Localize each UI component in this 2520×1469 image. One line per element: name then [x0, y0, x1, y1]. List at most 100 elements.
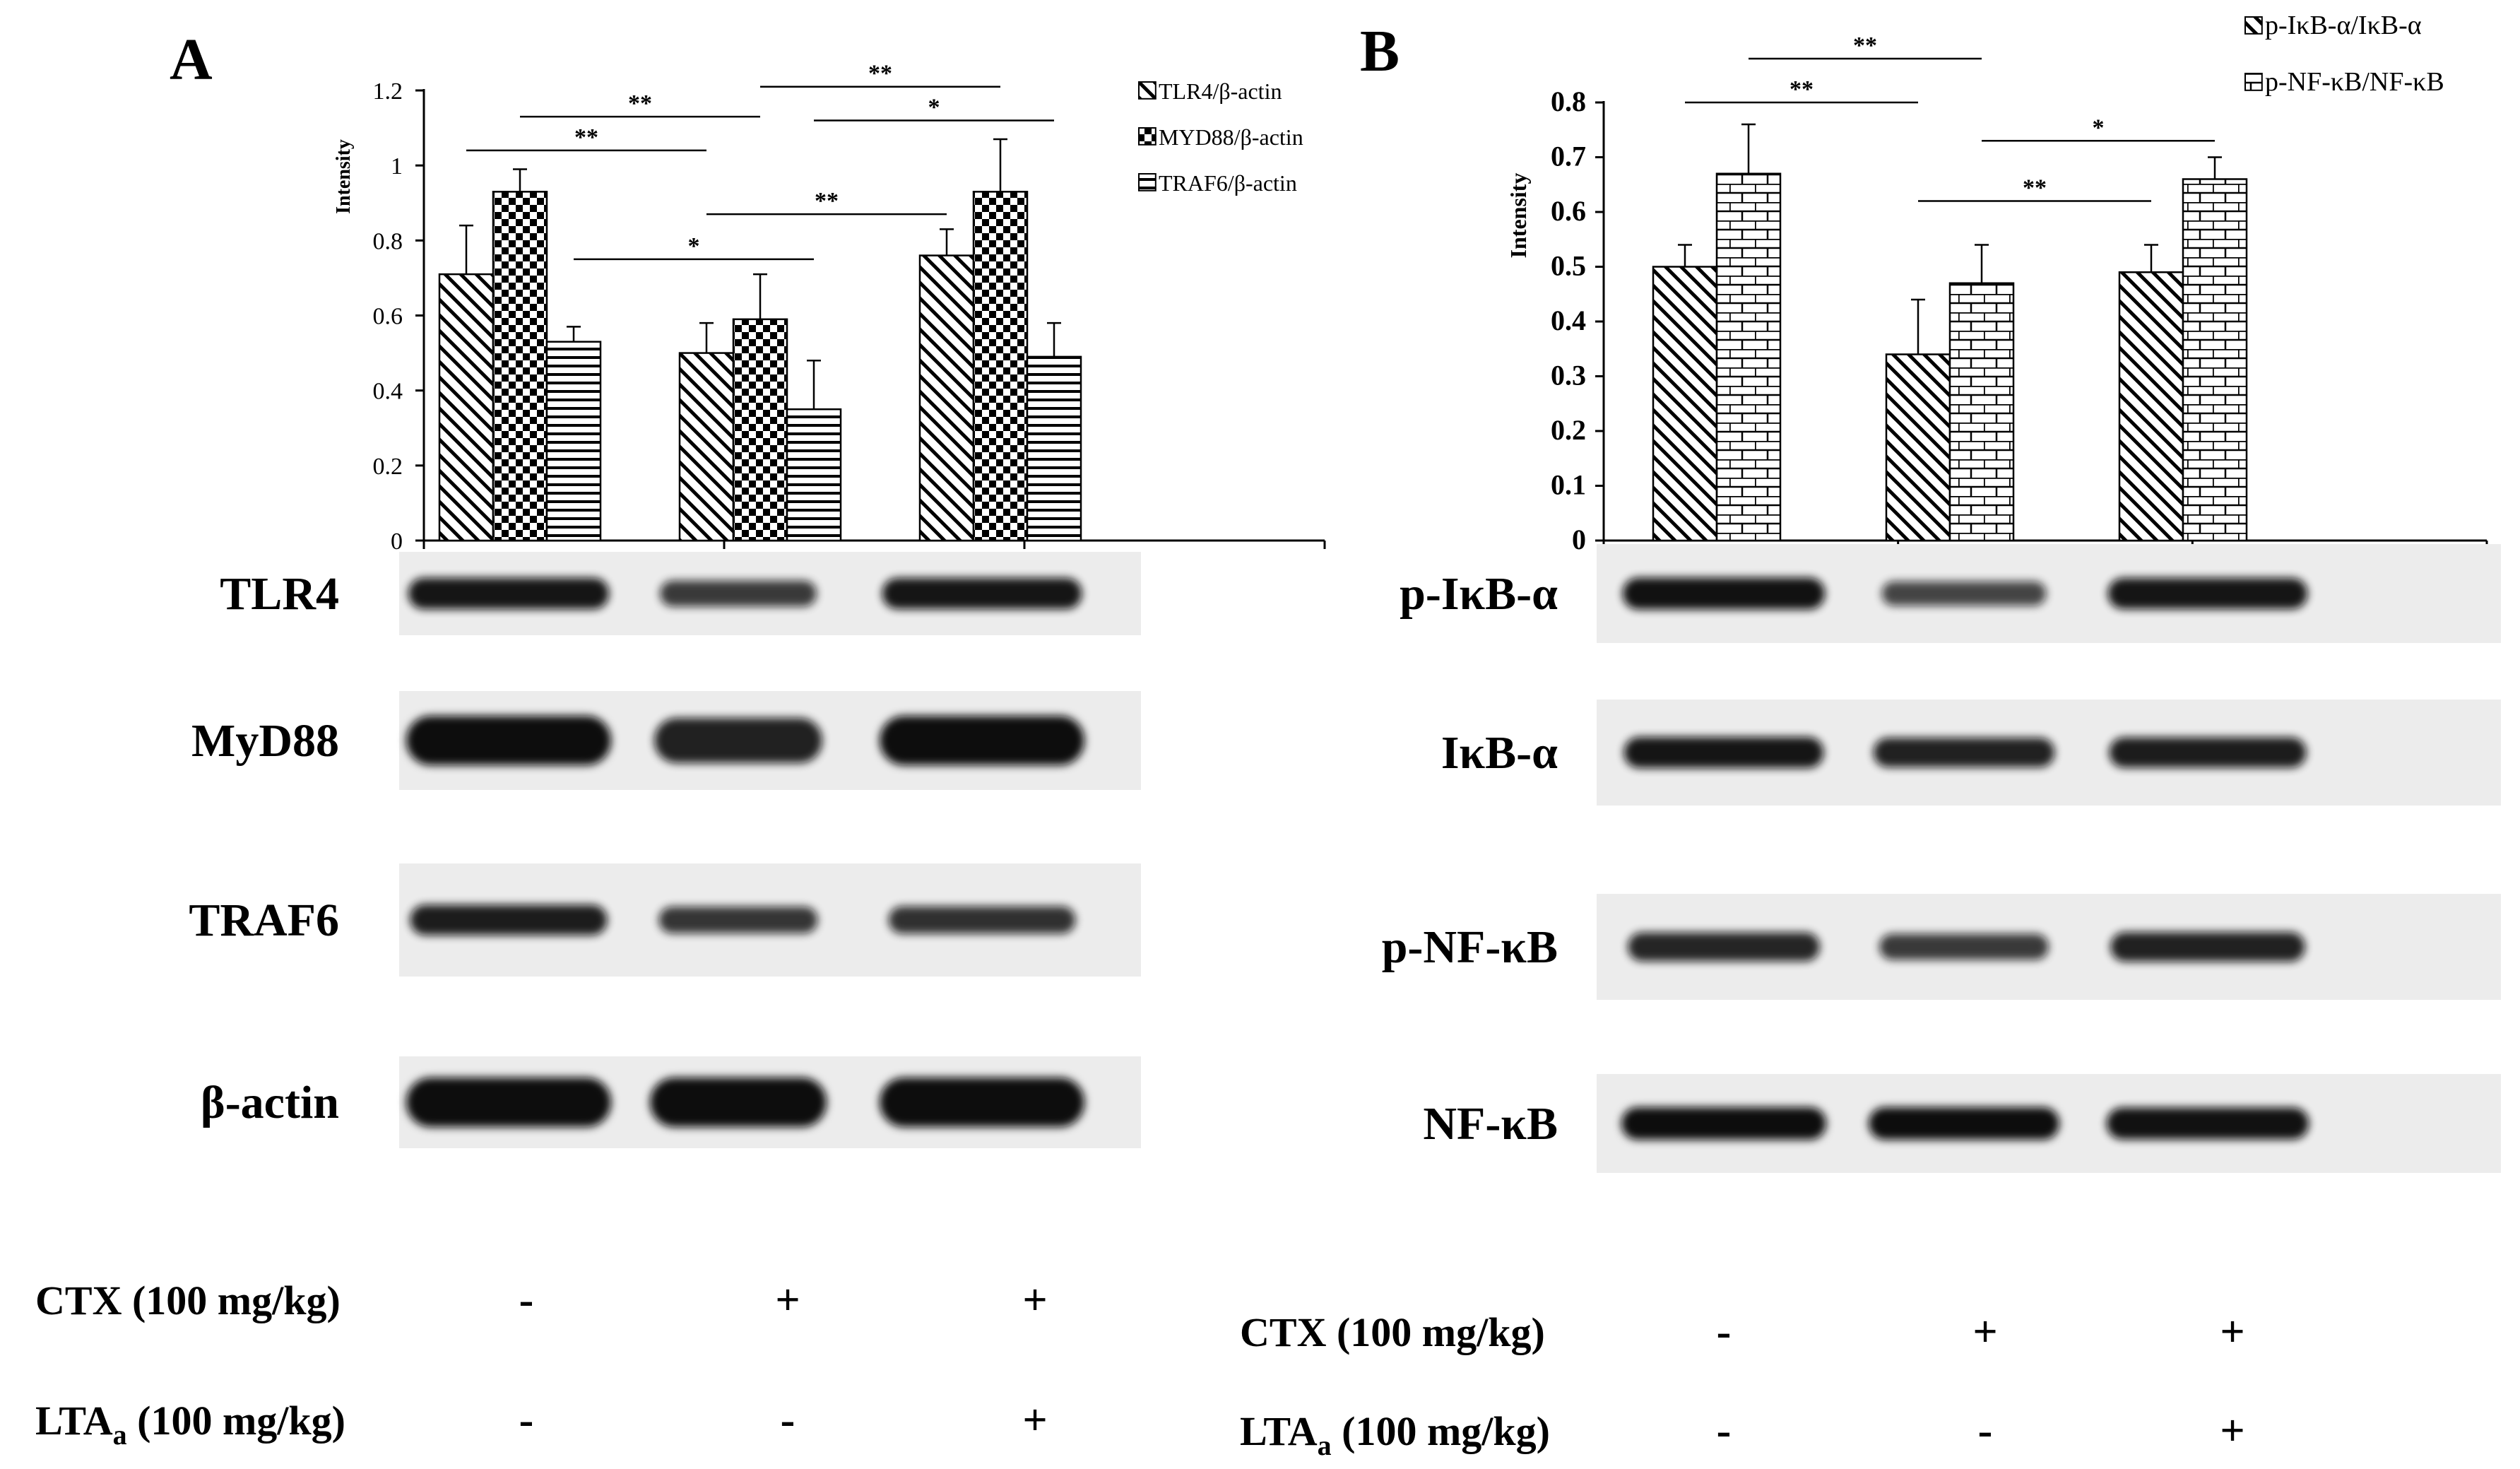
- ctx-label: CTX (100 mg/kg): [35, 1278, 341, 1323]
- blot-band: [406, 1078, 611, 1127]
- bar: [1652, 266, 1718, 542]
- significance-label: **: [1853, 33, 1877, 59]
- blot-band: [1623, 737, 1824, 768]
- lta-sign: -: [1978, 1407, 1993, 1455]
- significance-label: **: [2023, 175, 2047, 201]
- blot-band: [408, 577, 610, 610]
- legend-swatch: [1138, 173, 1157, 191]
- ctx-sign: +: [1022, 1276, 1047, 1324]
- legend-label: p-IκB-α/IκB-α: [2265, 11, 2422, 40]
- blot-band: [650, 1078, 827, 1127]
- y-tick-label: 0.8: [1551, 85, 1586, 117]
- ctx-label: CTX (100 mg/kg): [1240, 1309, 1545, 1355]
- blot-band: [406, 716, 611, 765]
- legend-swatch: [2244, 16, 2263, 35]
- blot-band: [2109, 737, 2307, 768]
- y-tick-label: 1: [391, 153, 403, 179]
- bar: [786, 408, 842, 542]
- lta-label: LTAa (100 mg/kg): [35, 1398, 345, 1451]
- y-tick-label: 0.2: [373, 454, 403, 480]
- significance-label: **: [628, 90, 652, 117]
- y-axis-label: Intensity: [1506, 173, 1531, 259]
- blot-band: [880, 716, 1084, 765]
- ctx-sign: +: [2220, 1308, 2244, 1356]
- bar: [1026, 355, 1082, 542]
- y-tick-label: 0.5: [1551, 250, 1586, 282]
- significance-label: **: [868, 61, 892, 87]
- y-tick-label: 0.8: [373, 228, 403, 254]
- y-tick-label: 0.7: [1551, 141, 1586, 172]
- bar: [918, 254, 975, 542]
- blot-band: [1879, 933, 2049, 960]
- ctx-sign: +: [775, 1276, 800, 1324]
- lta-sign: +: [2220, 1407, 2244, 1455]
- bar: [678, 352, 735, 542]
- blot-label: NF-κB: [1423, 1098, 1558, 1150]
- blot-band: [660, 580, 817, 607]
- y-tick-label: 1.2: [373, 78, 403, 105]
- bar: [545, 341, 602, 542]
- lta-label: LTAa (100 mg/kg): [1240, 1408, 1550, 1461]
- bar: [438, 273, 495, 542]
- blot-band: [1881, 581, 2047, 606]
- blot-band: [2106, 1107, 2309, 1140]
- y-axis-label: Intensity: [333, 139, 355, 214]
- y-tick-label: 0.4: [1551, 305, 1586, 336]
- blot-band: [2110, 932, 2305, 962]
- chart-a: 00.20.40.60.811.2Intensity**********TLR4…: [333, 61, 1326, 555]
- blot-band: [1621, 1107, 1826, 1140]
- panel-b-letter: B: [1360, 18, 1400, 84]
- legend-swatch: [1138, 127, 1157, 146]
- blot-label: p-IκB-α: [1400, 568, 1558, 620]
- significance-label: **: [815, 188, 839, 214]
- y-tick-label: 0: [391, 529, 403, 555]
- blot-band: [410, 904, 608, 936]
- blot-band: [1628, 932, 1820, 962]
- blot-label: TRAF6: [189, 895, 339, 946]
- significance-label: **: [574, 124, 598, 151]
- significance-label: *: [688, 233, 700, 259]
- bar: [1885, 353, 1951, 542]
- legend-label: p-NF-κB/NF-κB: [2265, 67, 2444, 97]
- bar: [2118, 271, 2184, 542]
- significance-label: *: [928, 94, 940, 120]
- y-tick-label: 0.2: [1551, 414, 1586, 446]
- lta-sign: +: [1022, 1396, 1047, 1444]
- lta-sign: -: [519, 1396, 534, 1444]
- blot-band: [654, 718, 822, 763]
- blot-label: TLR4: [220, 568, 339, 620]
- ctx-sign: -: [519, 1276, 534, 1324]
- blot-band: [658, 907, 818, 933]
- conditions-a: CTX (100 mg/kg) LTAa (100 mg/kg) - + + - - +: [35, 1276, 1048, 1451]
- legend-label: TRAF6/β-actin: [1159, 170, 1297, 196]
- lta-sign: -: [1717, 1407, 1732, 1455]
- legend-label: TLR4/β-actin: [1159, 78, 1282, 104]
- blot-band: [2107, 578, 2308, 609]
- blots-b: p-IκB-α IκB-α p-NF-κB NF-κB: [1382, 544, 2501, 1173]
- bar: [2182, 178, 2248, 542]
- lta-sign: -: [781, 1396, 795, 1444]
- y-tick-label: 0: [1572, 524, 1586, 555]
- blot-band: [1869, 1107, 2059, 1140]
- chart-b: 00.10.20.30.40.50.60.70.8Intensity******…: [1506, 11, 2488, 555]
- blot-band: [1873, 738, 2055, 767]
- blot-label: β-actin: [201, 1077, 339, 1128]
- blot-label: MyD88: [191, 715, 339, 767]
- ctx-sign: -: [1717, 1308, 1732, 1356]
- y-tick-label: 0.6: [1551, 195, 1586, 227]
- legend-swatch: [2244, 73, 2263, 91]
- bar: [732, 318, 788, 542]
- legend-label: MYD88/β-actin: [1159, 124, 1303, 150]
- y-tick-label: 0.6: [373, 304, 403, 330]
- conditions-b: CTX (100 mg/kg) LTAa (100 mg/kg) - + + - - +: [1240, 1308, 2245, 1461]
- bar: [972, 191, 1029, 542]
- panel-a-letter: A: [170, 27, 213, 93]
- blots-a: TLR4 MyD88 TRAF6 β-actin: [189, 552, 1141, 1148]
- y-tick-label: 0.1: [1551, 469, 1586, 501]
- blot-band: [880, 1078, 1084, 1127]
- panel-a: A 00.20.40.60.811.2Intensity**********TL…: [35, 27, 1326, 1451]
- bar: [1948, 282, 2015, 542]
- bar: [492, 191, 548, 542]
- blot-band: [1622, 577, 1826, 610]
